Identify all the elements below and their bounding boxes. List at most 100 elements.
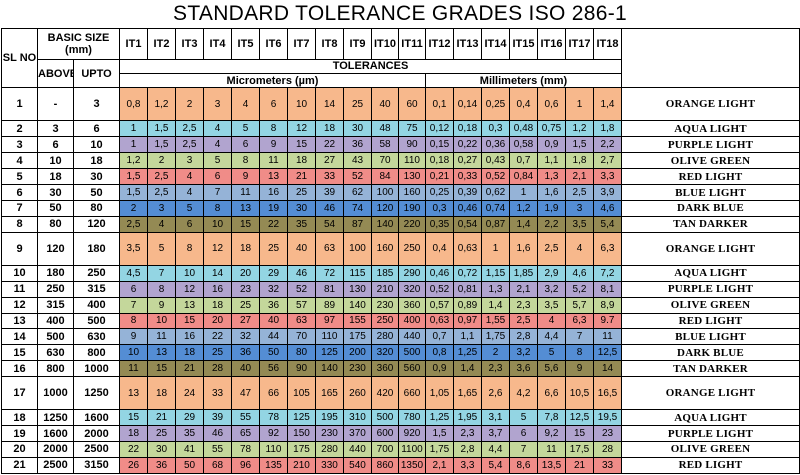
table-row: 18 1250 1600 15 21 29 39 55 78 125 195 310 500 780 1,2… bbox=[1, 409, 800, 427]
table-row: 9 120 180 3,5 5 8 12 18 25 40 63 100 160 250 0,4 0,63 1 1… bbox=[1, 231, 800, 266]
tolerance-value: 84 bbox=[371, 168, 399, 186]
table-row: 1-3 0,8 1,2 2 3 4 6 10 14 25 40 60 0,1 0,14 0,25 0,4 0,6… bbox=[1, 87, 800, 122]
row-above: 315 bbox=[37, 296, 74, 314]
table-row: 19 1600 2000 18 25 35 46 65 92 150 230 370 600 920 1,5… bbox=[1, 425, 800, 442]
tolerance-value: 8 bbox=[203, 199, 232, 217]
tolerance-value: 175 bbox=[343, 328, 372, 346]
tolerance-value: 5 bbox=[147, 231, 176, 266]
tolerance-value: 2,5 bbox=[147, 184, 176, 201]
tolerance-value: 8,1 bbox=[593, 280, 622, 298]
tolerance-value: 260 bbox=[343, 376, 372, 411]
tolerance-value: 20 bbox=[203, 312, 232, 330]
tolerance-value: 4 bbox=[175, 168, 204, 186]
tolerance-value: 0,54 bbox=[453, 215, 482, 233]
tolerance-value: 10 bbox=[203, 215, 232, 233]
row-color-name: PURPLE LIGHT bbox=[621, 136, 800, 154]
tolerance-value: 26 bbox=[119, 456, 148, 475]
tolerance-value: 3,6 bbox=[509, 360, 538, 378]
tolerance-value: 2,3 bbox=[453, 425, 482, 442]
tolerance-value: 5 bbox=[175, 199, 204, 217]
tolerance-value: 3,2 bbox=[537, 280, 566, 298]
tolerance-value: 21 bbox=[287, 168, 316, 186]
tolerance-value: 30 bbox=[343, 120, 372, 138]
row-above: - bbox=[37, 87, 74, 122]
row-upto: 2000 bbox=[73, 425, 120, 442]
tolerance-value: 440 bbox=[398, 328, 426, 346]
tolerance-value: 7 bbox=[147, 264, 176, 282]
tolerance-value: 10 bbox=[175, 264, 204, 282]
tolerance-value: 110 bbox=[398, 152, 426, 170]
tolerance-value: 2 bbox=[147, 152, 176, 170]
row-sl-no: 10 bbox=[1, 264, 38, 282]
row-upto: 18 bbox=[73, 152, 120, 170]
tolerance-value: 2,5 bbox=[565, 184, 594, 201]
table-row: 17 1000 1250 13 18 24 33 47 66 105 165 260 420 660 1,0… bbox=[1, 376, 800, 411]
tolerance-value: 36 bbox=[231, 344, 260, 362]
tolerance-value: 1,4 bbox=[509, 215, 538, 233]
tolerance-value: 3,1 bbox=[481, 409, 510, 427]
tolerance-value: 1 bbox=[509, 184, 538, 201]
tolerance-value: 1,95 bbox=[453, 409, 482, 427]
tolerance-value: 1 bbox=[481, 231, 510, 266]
tolerance-value: 57 bbox=[287, 296, 316, 314]
header-grade: IT3 bbox=[175, 28, 204, 60]
tolerance-value: 0,4 bbox=[425, 231, 454, 266]
row-upto: 250 bbox=[73, 264, 120, 282]
tolerance-value: 55 bbox=[231, 409, 260, 427]
tolerance-value: 9.7 bbox=[593, 312, 622, 330]
tolerance-value: 1,55 bbox=[481, 312, 510, 330]
tolerance-value: 0,89 bbox=[453, 296, 482, 314]
tolerance-value: 0,25 bbox=[425, 184, 454, 201]
row-sl-no: 20 bbox=[1, 440, 38, 458]
tolerance-value: 130 bbox=[343, 280, 372, 298]
tolerance-value: 210 bbox=[371, 280, 399, 298]
tolerance-value: 230 bbox=[371, 296, 399, 314]
tolerance-value: 3,5 bbox=[119, 231, 148, 266]
tolerance-value: 3,2 bbox=[509, 344, 538, 362]
tolerance-value: 90 bbox=[287, 360, 316, 378]
tolerance-value: 3,9 bbox=[593, 184, 622, 201]
tolerance-value: 18 bbox=[147, 376, 176, 411]
row-color-name: RED LIGHT bbox=[621, 456, 800, 475]
tolerance-value: 100 bbox=[371, 184, 399, 201]
tolerance-value: 11 bbox=[259, 152, 288, 170]
tolerance-value: 230 bbox=[343, 360, 372, 378]
tolerance-value: 4,5 bbox=[119, 264, 148, 282]
tolerance-value: 6 bbox=[175, 215, 204, 233]
tolerance-value: 33 bbox=[593, 456, 622, 475]
row-sl-no: 19 bbox=[1, 425, 38, 442]
tolerance-value: 15 bbox=[565, 425, 594, 442]
tolerance-value: 320 bbox=[398, 280, 426, 298]
tolerance-value: 22 bbox=[119, 440, 148, 458]
tolerance-value: 5 bbox=[509, 409, 538, 427]
tolerance-value: 5 bbox=[537, 344, 566, 362]
tolerance-value: 50 bbox=[259, 344, 288, 362]
tolerance-value: 210 bbox=[287, 456, 316, 475]
tolerance-value: 0,81 bbox=[453, 280, 482, 298]
tolerance-value: 36 bbox=[259, 296, 288, 314]
tolerance-value: 2,5 bbox=[147, 168, 176, 186]
header-grade: IT10 bbox=[371, 28, 399, 60]
tolerance-value: 140 bbox=[343, 296, 372, 314]
row-sl-no: 2 bbox=[1, 120, 38, 138]
tolerance-value: 0,22 bbox=[453, 136, 482, 154]
tolerance-value: 0,36 bbox=[481, 136, 510, 154]
table-row: 13 400 500 8 10 15 20 27 40 63 97 155 250 400 0,63 0,97… bbox=[1, 312, 800, 330]
row-sl-no: 4 bbox=[1, 152, 38, 170]
tolerance-value: 370 bbox=[343, 425, 372, 442]
tolerance-value: 10 bbox=[147, 312, 176, 330]
row-color-name: OLIVE GREEN bbox=[621, 296, 800, 314]
header-grade: IT16 bbox=[537, 28, 566, 60]
tolerance-value: 3,5 bbox=[537, 296, 566, 314]
row-upto: 400 bbox=[73, 296, 120, 314]
tolerance-value: 0,57 bbox=[425, 296, 454, 314]
tolerance-table: SL NO BASIC SIZE (mm) IT1 IT2 IT3 IT4 IT5 IT6 IT… bbox=[1, 27, 800, 475]
row-above: 630 bbox=[37, 344, 74, 362]
tolerance-value: 3 bbox=[203, 87, 232, 122]
tolerance-value: 2,8 bbox=[453, 440, 482, 458]
row-sl-no: 21 bbox=[1, 456, 38, 475]
tolerance-value: 1,5 bbox=[119, 184, 148, 201]
tolerance-value: 28 bbox=[203, 360, 232, 378]
header-grade: IT18 bbox=[593, 28, 622, 60]
tolerance-value: 4 bbox=[565, 231, 594, 266]
